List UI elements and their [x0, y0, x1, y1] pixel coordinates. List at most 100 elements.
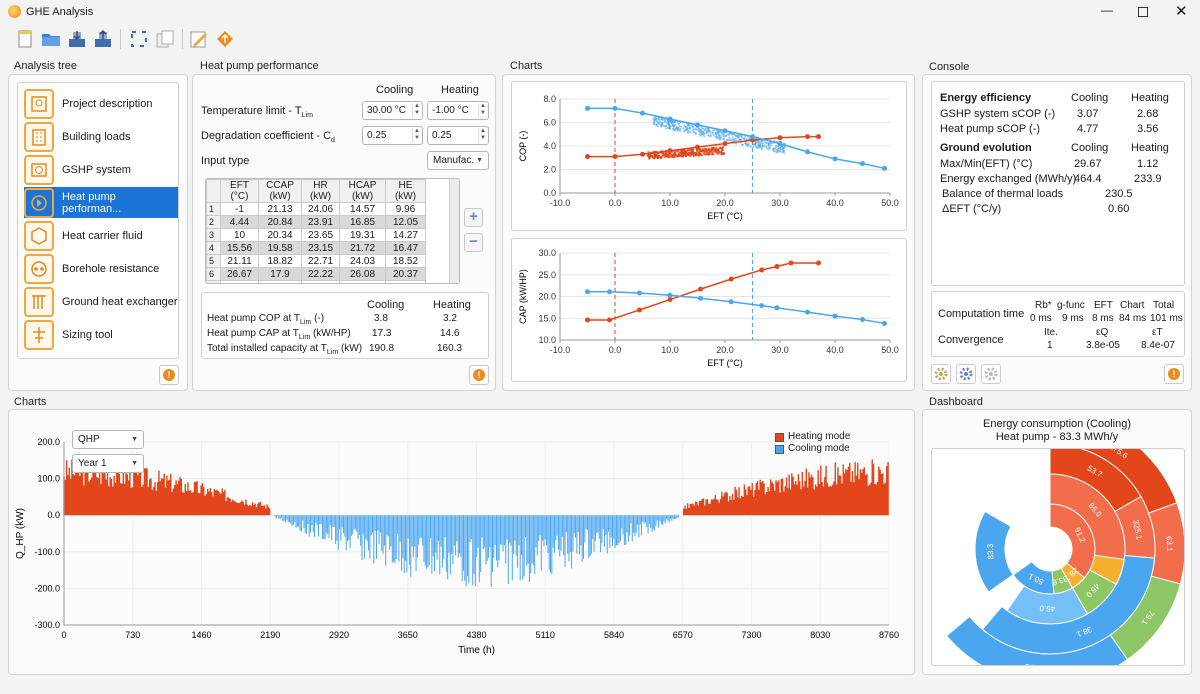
save-icon[interactable] [66, 28, 88, 50]
table-cell[interactable]: 21.1 [385, 280, 426, 283]
summary-cap-heating: 14.6 [440, 328, 460, 339]
variable-select[interactable]: QHP ▼ [72, 430, 144, 449]
table-row[interactable]: 4 15.56 19.58 23.15 21.72 16.47 [206, 241, 426, 255]
table-cell[interactable]: 23.91 [301, 215, 340, 229]
table-cell[interactable]: 12.05 [385, 215, 426, 229]
maximize-button[interactable] [1138, 7, 1148, 17]
settings-gear-grey-button[interactable] [981, 364, 1001, 384]
table-row[interactable]: 2 4.44 20.84 23.91 16.85 12.05 [206, 215, 426, 229]
x-tick-label: 20.0 [716, 345, 734, 355]
cooling-sample-point [748, 138, 751, 141]
table-cell[interactable]: 24.03 [339, 254, 386, 268]
table-column-header[interactable]: HE (kW) [385, 179, 426, 203]
table-cell[interactable]: 20.84 [258, 215, 302, 229]
remove-row-button[interactable]: − [464, 233, 483, 252]
table-cell[interactable]: 17.44 [258, 280, 302, 283]
table-cell[interactable]: 26.08 [339, 267, 386, 281]
cooling-sample-point [704, 129, 707, 132]
tree-warning-button[interactable]: ! [159, 365, 179, 385]
tree-item-fluid[interactable]: Heat carrier fluid [24, 220, 178, 251]
table-row[interactable]: 1 -1 21.13 24.06 14.57 9.96 [206, 202, 426, 216]
hp-warning-button[interactable]: ! [469, 365, 489, 385]
table-cell[interactable]: 21.72 [339, 241, 386, 255]
minimize-button[interactable]: — [1101, 3, 1113, 17]
table-cell[interactable]: 21.11 [220, 254, 259, 268]
table-column-header[interactable]: HR (kW) [301, 179, 340, 203]
cooling-data-point [728, 299, 734, 305]
close-button[interactable]: ✕ [1175, 3, 1188, 20]
cooling-sample-point [661, 122, 664, 125]
table-cell[interactable]: 23.65 [301, 228, 340, 242]
copy-icon[interactable] [154, 28, 176, 50]
table-cell[interactable]: 18.52 [385, 254, 426, 268]
heating-sample-point [684, 152, 687, 155]
table-cell[interactable]: 14.27 [385, 228, 426, 242]
table-cell[interactable]: -1 [220, 202, 259, 216]
tree-item-sizing[interactable]: Sizing tool [24, 319, 178, 350]
table-row[interactable]: 6 26.67 17.9 22.22 26.08 20.37 [206, 267, 426, 281]
tree-item-gshp[interactable]: GSHP system [24, 154, 178, 185]
table-cell[interactable]: 21.98 [301, 280, 340, 283]
cooling-sample-point [664, 118, 667, 121]
table-cell[interactable]: 9.96 [385, 202, 426, 216]
cooling-sample-point [765, 142, 768, 145]
year-select[interactable]: Year 1 ▼ [72, 454, 144, 473]
table-cell[interactable]: 17.9 [258, 267, 302, 281]
table-cell[interactable]: 26.9 [339, 280, 386, 283]
table-cell[interactable]: 10 [220, 228, 259, 242]
table-cell[interactable]: 15.56 [220, 241, 259, 255]
tree-item-project[interactable]: Project description [24, 88, 178, 119]
table-cell[interactable]: 21.13 [258, 202, 302, 216]
table-row[interactable]: 3 10 20.34 23.65 19.31 14.27 [206, 228, 426, 242]
table-column-header[interactable]: EFT (°C) [220, 179, 259, 203]
table-cell[interactable]: 18.82 [258, 254, 302, 268]
temp-heating-input[interactable]: -1.00 °C ▲ ▼ [427, 101, 489, 120]
table-scrollbar[interactable] [449, 179, 459, 283]
tree-item-heat-pump[interactable]: Heat pump performan... [24, 187, 178, 218]
settings-gear-blue-button[interactable] [956, 364, 976, 384]
add-row-button[interactable]: + [464, 208, 483, 227]
table-cell[interactable]: 16.85 [339, 215, 386, 229]
table-cell[interactable]: 24.06 [301, 202, 340, 216]
degr-heating-input[interactable]: 0.25 ▲ ▼ [427, 126, 489, 145]
table-cell[interactable]: 22.71 [301, 254, 340, 268]
fit-view-icon[interactable] [128, 28, 150, 50]
table-cell[interactable]: 23.15 [301, 241, 340, 255]
table-column-header[interactable]: HCAP (kW) [339, 179, 386, 203]
table-cell[interactable]: 14.57 [339, 202, 386, 216]
export-icon[interactable] [214, 28, 236, 50]
table-cell[interactable]: 20.37 [385, 267, 426, 281]
table-column-header[interactable]: CCAP (kW) [258, 179, 302, 203]
new-file-icon[interactable] [14, 28, 36, 50]
tree-item-ground[interactable]: Ground heat exchanger [24, 286, 178, 317]
cooling-sample-point [775, 151, 778, 154]
temp-cooling-input[interactable]: 30.00 °C ▲ ▼ [362, 101, 423, 120]
console-warning-button[interactable]: ! [1164, 364, 1184, 384]
conv-value-eq: 3.8e-05 [1086, 340, 1120, 351]
heating-sample-point [720, 151, 723, 154]
table-cell[interactable]: 19.31 [339, 228, 386, 242]
table-cell[interactable]: 19.58 [258, 241, 302, 255]
tree-item-borehole[interactable]: Borehole resistance [24, 253, 178, 284]
cooling-sample-point [705, 132, 708, 135]
gshp-scop-label: GSHP system sCOP (-) [940, 108, 1056, 120]
table-row[interactable]: 5 21.11 18.82 22.71 24.03 18.52 [206, 254, 426, 268]
table-cell[interactable]: 26.67 [220, 267, 259, 281]
warning-icon: ! [163, 369, 175, 381]
table-cell[interactable]: 4.44 [220, 215, 259, 229]
table-cell[interactable]: 20.34 [258, 228, 302, 242]
degr-cooling-input[interactable]: 0.25 ▲ ▼ [362, 126, 423, 145]
table-cell[interactable]: 22.22 [301, 267, 340, 281]
input-type-select[interactable]: Manufac. ▼ [427, 151, 489, 170]
table-cell[interactable]: 16.47 [385, 241, 426, 255]
table-cell[interactable]: 29.44 [220, 280, 259, 283]
open-folder-icon[interactable] [40, 28, 62, 50]
table-row[interactable]: 729.4417.4421.9826.921.1 [206, 280, 426, 283]
edit-icon[interactable] [188, 28, 210, 50]
tree-item-building[interactable]: Building loads [24, 121, 178, 152]
performance-table[interactable]: EFT (°C) CCAP (kW) HR (kW) HCAP (kW) HE (kW)… [206, 179, 426, 283]
tree-item-label: Heat carrier fluid [62, 229, 143, 242]
settings-gear-button[interactable] [931, 364, 951, 384]
save-as-icon[interactable] [92, 28, 114, 50]
cooling-sample-point [779, 150, 782, 153]
